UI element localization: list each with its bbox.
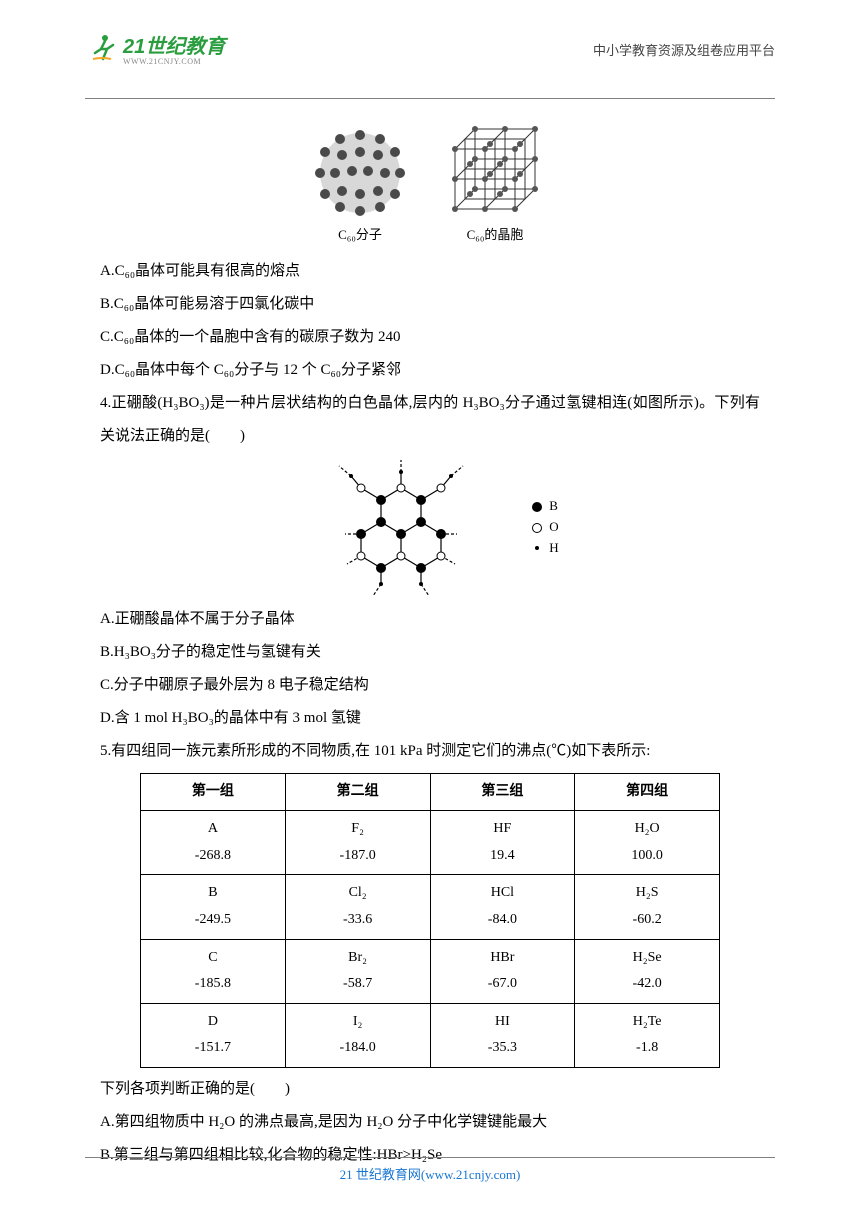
th-2: 第二组 bbox=[285, 773, 430, 811]
q5-after: 下列各项判断正确的是( ) bbox=[100, 1073, 760, 1106]
logo-text: 21世纪教育 WWW.21CNJY.COM bbox=[123, 30, 225, 66]
cell: -33.6 bbox=[294, 907, 422, 934]
cell: HBr bbox=[439, 945, 567, 972]
legend-h-label: H bbox=[549, 538, 558, 559]
cell: -67.0 bbox=[439, 971, 567, 998]
q3-fig2-caption: C₆₀的晶胞 bbox=[467, 221, 524, 250]
q5-option-a: A.第四组物质中 H₂O 的沸点最高,是因为 H₂O 分子中化学键键能最大 bbox=[100, 1106, 760, 1139]
cell: HI bbox=[439, 1009, 567, 1036]
cell: Br₂ bbox=[294, 945, 422, 972]
legend-b-icon bbox=[531, 501, 543, 513]
q4-option-d: D.含 1 mol H₃BO₃的晶体中有 3 mol 氢键 bbox=[100, 702, 760, 735]
cell: H₂Se bbox=[583, 945, 711, 972]
cell: HF bbox=[439, 816, 567, 843]
cell: H₂O bbox=[583, 816, 711, 843]
cell: -84.0 bbox=[439, 907, 567, 934]
table-header-row: 第一组 第二组 第三组 第四组 bbox=[141, 773, 720, 811]
table-row: B-249.5 Cl₂-33.6 HCl-84.0 H₂S-60.2 bbox=[141, 875, 720, 939]
legend-h-icon bbox=[531, 542, 543, 554]
cell: -1.8 bbox=[583, 1035, 711, 1062]
th-3: 第三组 bbox=[430, 773, 575, 811]
th-4: 第四组 bbox=[575, 773, 720, 811]
logo-sub-text: WWW.21CNJY.COM bbox=[123, 57, 225, 66]
cell: B bbox=[149, 880, 277, 907]
q3-fig1-caption: C₆₀分子 bbox=[338, 221, 382, 250]
cell: A bbox=[149, 816, 277, 843]
q4-legend: B O H bbox=[531, 496, 558, 558]
runner-icon bbox=[85, 31, 119, 65]
cell: -42.0 bbox=[583, 971, 711, 998]
q4-option-a: A.正硼酸晶体不属于分子晶体 bbox=[100, 603, 760, 636]
legend-o-icon bbox=[531, 522, 543, 534]
th-1: 第一组 bbox=[141, 773, 286, 811]
q3-option-c: C.C₆₀晶体的一个晶胞中含有的碳原子数为 240 bbox=[100, 321, 760, 354]
cell: -249.5 bbox=[149, 907, 277, 934]
legend-o: O bbox=[531, 517, 558, 538]
cell: I₂ bbox=[294, 1009, 422, 1036]
footer-divider bbox=[85, 1157, 775, 1158]
q3-option-d: D.C₆₀晶体中每个 C₆₀分子与 12 个 C₆₀分子紧邻 bbox=[100, 354, 760, 387]
q4-option-c: C.分子中硼原子最外层为 8 电子稳定结构 bbox=[100, 669, 760, 702]
table-row: C-185.8 Br₂-58.7 HBr-67.0 H₂Se-42.0 bbox=[141, 939, 720, 1003]
q5-table: 第一组 第二组 第三组 第四组 A-268.8 F₂-187.0 HF19.4 … bbox=[140, 773, 720, 1068]
cell: -185.8 bbox=[149, 971, 277, 998]
q3-option-b: B.C₆₀晶体可能易溶于四氯化碳中 bbox=[100, 288, 760, 321]
q4-option-b: B.H₃BO₃分子的稳定性与氢键有关 bbox=[100, 636, 760, 669]
q4-figure: B O H bbox=[100, 458, 760, 598]
table-row: D-151.7 I₂-184.0 HI-35.3 H₂Te-1.8 bbox=[141, 1003, 720, 1067]
cell: Cl₂ bbox=[294, 880, 422, 907]
q5-stem: 5.有四组同一族元素所形成的不同物质,在 101 kPa 时测定它们的沸点(℃)… bbox=[100, 735, 760, 768]
table-row: A-268.8 F₂-187.0 HF19.4 H₂O100.0 bbox=[141, 811, 720, 875]
cell: -35.3 bbox=[439, 1035, 567, 1062]
cell: F₂ bbox=[294, 816, 422, 843]
header-right-title: 中小学教育资源及组卷应用平台 bbox=[593, 30, 775, 59]
cell: 100.0 bbox=[583, 843, 711, 870]
legend-o-label: O bbox=[549, 517, 558, 538]
c60-molecule-icon bbox=[310, 127, 410, 219]
q3-fig-c60-molecule: C₆₀分子 bbox=[310, 127, 410, 250]
q4-stem: 4.正硼酸(H₃BO₃)是一种片层状结构的白色晶体,层内的 H₃BO₃分子通过氢… bbox=[100, 387, 760, 453]
cell: H₂S bbox=[583, 880, 711, 907]
cell: 19.4 bbox=[439, 843, 567, 870]
legend-b-label: B bbox=[549, 496, 558, 517]
q3-fig-c60-cell: C₆₀的晶胞 bbox=[440, 119, 550, 250]
legend-b: B bbox=[531, 496, 558, 517]
q3-figures: C₆₀分子 bbox=[100, 119, 760, 250]
cell: -184.0 bbox=[294, 1035, 422, 1062]
legend-h: H bbox=[531, 538, 558, 559]
logo-main-text: 21世纪教育 bbox=[123, 30, 225, 59]
cell: -60.2 bbox=[583, 907, 711, 934]
logo: 21世纪教育 WWW.21CNJY.COM bbox=[85, 30, 225, 66]
cell: H₂Te bbox=[583, 1009, 711, 1036]
document-content: C₆₀分子 bbox=[0, 99, 860, 1172]
cell: D bbox=[149, 1009, 277, 1036]
q3-option-a: A.C₆₀晶体可能具有很高的熔点 bbox=[100, 255, 760, 288]
cell: -268.8 bbox=[149, 843, 277, 870]
cell: -58.7 bbox=[294, 971, 422, 998]
c60-unitcell-icon bbox=[440, 119, 550, 219]
cell: HCl bbox=[439, 880, 567, 907]
cell: C bbox=[149, 945, 277, 972]
footer-text: 21 世纪教育网(www.21cnjy.com) bbox=[0, 1164, 860, 1183]
page-header: 21世纪教育 WWW.21CNJY.COM 中小学教育资源及组卷应用平台 bbox=[0, 0, 860, 90]
cell: -151.7 bbox=[149, 1035, 277, 1062]
cell: -187.0 bbox=[294, 843, 422, 870]
boric-acid-structure-icon bbox=[301, 458, 501, 598]
